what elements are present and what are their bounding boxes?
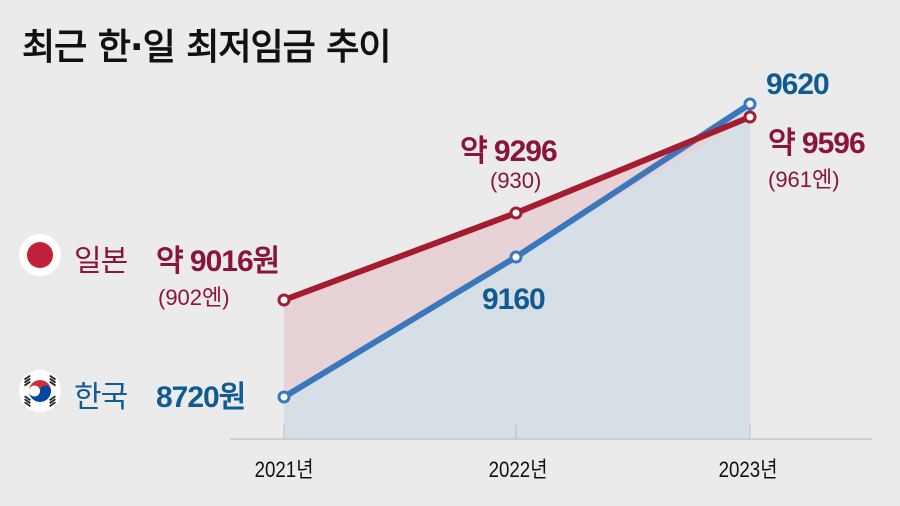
japan-2023-yen: (961엔) <box>768 167 840 192</box>
japan-2022-value: 약 9296 <box>460 135 558 168</box>
korea-marker-2022 <box>509 250 523 264</box>
korea-marker-2023 <box>743 97 757 111</box>
legend-japan-value: 약 9016원 <box>156 245 280 278</box>
legend-japan-name: 일본 <box>74 245 128 278</box>
japan-flag-icon <box>19 234 61 276</box>
japan-2022-yen: (930) <box>490 168 542 193</box>
chart-title: 최근 한·일 최저임금 추이 <box>22 27 391 68</box>
japan-2023-value: 약 9596 <box>768 127 866 160</box>
korea-2023-value: 9620 <box>766 68 830 101</box>
legend-japan-yen: (902엔) <box>158 285 230 310</box>
japan-marker-2021 <box>277 293 291 307</box>
korea-marker-2021 <box>277 390 291 404</box>
legend-korea-name: 한국 <box>74 381 128 414</box>
x-tick-label-2021: 2021년 <box>254 457 314 482</box>
x-tick-label-2023: 2023년 <box>718 457 778 482</box>
korea-area <box>284 104 750 439</box>
korea-flag-icon <box>19 370 61 412</box>
legend-korea-value: 8720원 <box>156 381 246 414</box>
x-tick-label-2022: 2022년 <box>488 457 548 482</box>
japan-marker-2023 <box>743 110 757 124</box>
japan-marker-2022 <box>509 206 523 220</box>
korea-2022-value: 9160 <box>482 283 546 316</box>
